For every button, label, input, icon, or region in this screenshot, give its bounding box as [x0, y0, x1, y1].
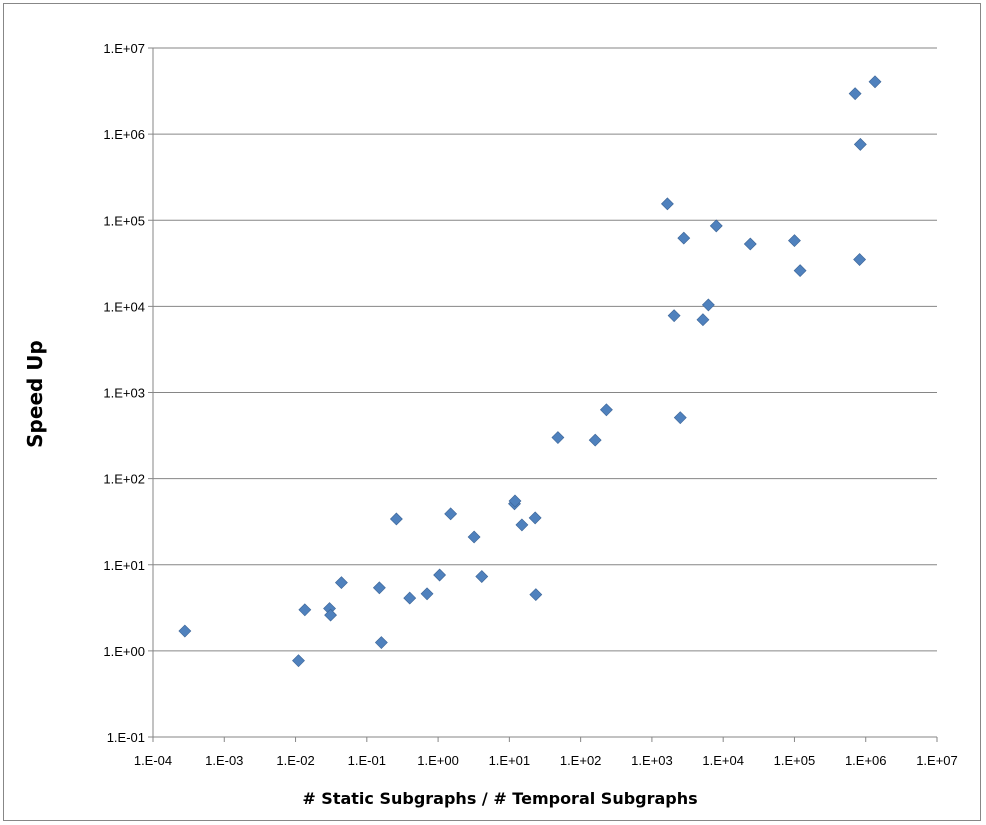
data-point — [701, 298, 715, 312]
y-tick-label: 1.E+03 — [103, 386, 145, 401]
data-point — [853, 137, 867, 151]
x-tick-label: 1.E+06 — [845, 753, 887, 768]
data-points — [178, 75, 882, 668]
data-point — [599, 403, 613, 417]
data-point — [433, 568, 447, 582]
x-tick-label: 1.E+00 — [417, 753, 459, 768]
data-point — [528, 511, 542, 525]
data-point — [848, 87, 862, 101]
gridlines — [153, 47, 937, 652]
y-tick-labels: 1.E-01 1.E+00 1.E+01 1.E+02 1.E+03 1.E+04 1.E+… — [103, 41, 145, 745]
data-point — [853, 253, 867, 266]
data-point — [178, 624, 192, 638]
x-tick-label: 1.E+07 — [916, 753, 958, 768]
data-point — [389, 512, 403, 526]
data-point — [667, 309, 681, 323]
y-tick-label: 1.E+00 — [103, 644, 145, 659]
data-point — [529, 588, 543, 602]
axes — [148, 47, 938, 742]
x-axis-title: # Static Subgraphs / # Temporal Subgraph… — [302, 789, 697, 808]
y-tick-label: 1.E+05 — [103, 213, 145, 228]
y-tick-label: 1.E-01 — [107, 730, 145, 745]
data-point — [372, 581, 386, 595]
y-tick-label: 1.E+04 — [103, 299, 145, 314]
data-point — [292, 654, 305, 668]
data-point — [660, 197, 674, 211]
chart-frame — [3, 3, 981, 821]
data-point — [420, 587, 434, 601]
data-point — [467, 530, 481, 544]
data-point — [298, 603, 312, 617]
y-tick-label: 1.E+01 — [103, 558, 145, 573]
data-point — [588, 433, 602, 447]
data-point — [334, 576, 348, 590]
x-tick-label: 1.E+05 — [774, 753, 816, 768]
y-tick-label: 1.E+06 — [103, 127, 145, 142]
x-tick-label: 1.E-01 — [348, 753, 386, 768]
x-tick-labels: 1.E-04 1.E-03 1.E-02 1.E-01 1.E+00 1.E+01 1.E+… — [134, 753, 958, 768]
x-tick-label: 1.E-04 — [134, 753, 172, 768]
x-tick-label: 1.E+03 — [631, 753, 673, 768]
data-point — [324, 608, 337, 622]
x-tick-label: 1.E+02 — [560, 753, 602, 768]
data-point — [743, 237, 757, 251]
data-point — [673, 411, 687, 425]
data-point — [788, 234, 801, 248]
y-axis-title: Speed Up — [23, 340, 47, 448]
data-point — [793, 264, 807, 278]
x-tick-label: 1.E-03 — [205, 753, 243, 768]
data-point — [515, 518, 529, 532]
data-point — [444, 507, 458, 521]
data-point — [551, 431, 565, 444]
data-point — [696, 313, 710, 327]
data-point — [677, 231, 691, 245]
y-tick-label: 1.E+07 — [103, 41, 145, 56]
x-tick-label: 1.E-02 — [276, 753, 314, 768]
data-point — [868, 75, 882, 89]
data-point — [475, 570, 489, 583]
data-point — [374, 636, 388, 649]
data-point — [403, 591, 417, 605]
x-tick-label: 1.E+04 — [702, 753, 744, 768]
y-tick-label: 1.E+02 — [103, 472, 145, 487]
data-point — [508, 494, 522, 508]
data-point — [709, 219, 723, 233]
x-tick-label: 1.E+01 — [489, 753, 531, 768]
